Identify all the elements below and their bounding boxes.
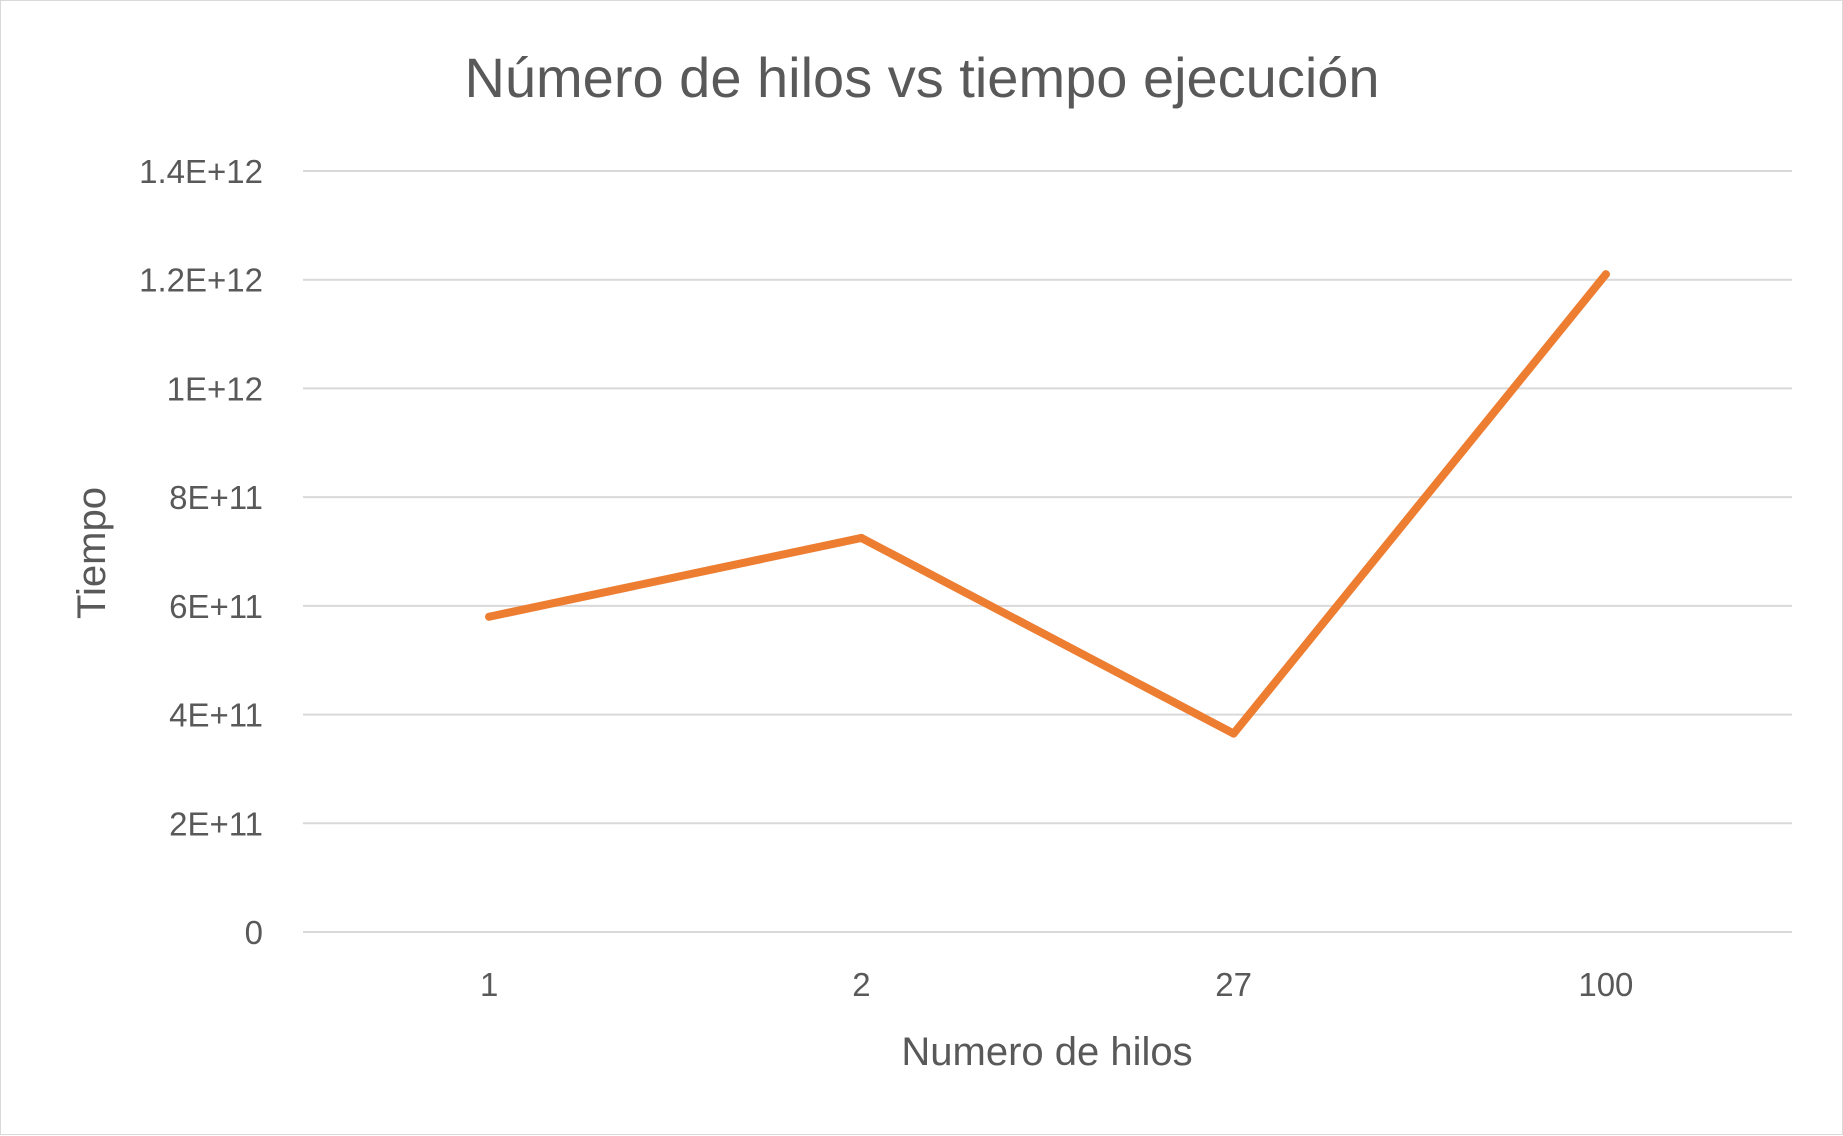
- data-point: [1229, 729, 1238, 738]
- series-line: [485, 270, 1610, 738]
- y-tick-label: 1.2E+12: [139, 262, 263, 299]
- x-tick-label: 1: [480, 966, 498, 1003]
- gridlines: [303, 170, 1792, 933]
- x-tick-label: 100: [1578, 966, 1633, 1003]
- data-point: [857, 533, 866, 542]
- x-axis-ticks: 1 2 27 100: [480, 966, 1633, 1003]
- y-tick-label: 1.4E+12: [139, 153, 263, 190]
- y-tick-label: 6E+11: [169, 588, 263, 625]
- chart-title: Número de hilos vs tiempo ejecución: [464, 46, 1379, 109]
- y-tick-label: 4E+11: [169, 697, 263, 734]
- x-tick-label: 2: [852, 966, 870, 1003]
- y-axis-ticks: 0 2E+11 4E+11 6E+11 8E+11 1E+12 1.2E+12 1.4E+12: [139, 153, 263, 951]
- series-lines: [485, 270, 1610, 738]
- x-axis-title: Numero de hilos: [901, 1030, 1192, 1074]
- x-tick-label: 27: [1215, 966, 1252, 1003]
- y-tick-label: 2E+11: [169, 805, 263, 842]
- y-tick-label: 1E+12: [167, 370, 263, 407]
- data-point: [1601, 270, 1610, 279]
- y-tick-label: 8E+11: [169, 479, 263, 516]
- y-tick-label: 0: [245, 914, 263, 951]
- y-axis-title: Tiempo: [70, 487, 114, 619]
- data-point: [485, 612, 494, 621]
